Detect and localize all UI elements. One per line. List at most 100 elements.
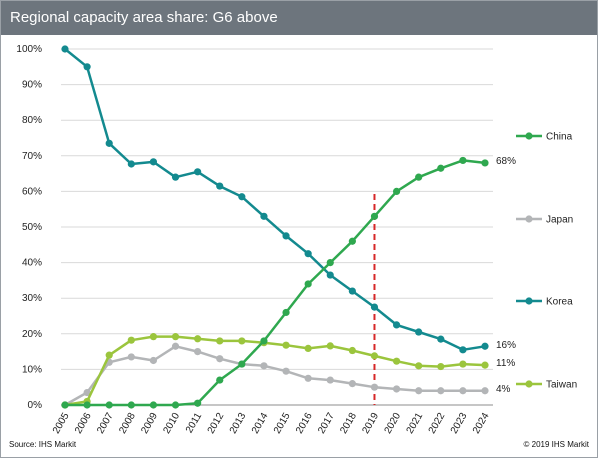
data-point-china	[260, 337, 268, 345]
data-point-taiwan	[348, 346, 356, 355]
data-point-japan	[437, 387, 445, 395]
y-tick-label: 30%	[22, 293, 42, 304]
x-tick-label: 2024	[471, 411, 492, 436]
legend-swatch-marker-korea	[525, 297, 533, 305]
data-point-china	[415, 173, 423, 181]
data-point-china	[326, 259, 334, 267]
y-tick-label: 60%	[22, 186, 42, 197]
data-point-korea	[370, 303, 379, 311]
series-line-japan	[64, 345, 485, 407]
data-point-taiwan	[149, 333, 158, 341]
data-point-taiwan	[171, 333, 180, 341]
data-point-taiwan	[459, 360, 467, 368]
series-line-china	[65, 159, 486, 407]
source-note: Source: IHS Markit	[9, 440, 77, 449]
x-tick-label: 2008	[117, 411, 138, 436]
end-label-china: 68%	[496, 156, 516, 167]
data-point-japan	[481, 387, 489, 395]
x-tick-label: 2018	[338, 411, 359, 436]
data-point-china	[171, 401, 180, 409]
y-tick-label: 10%	[22, 364, 42, 375]
data-point-taiwan	[105, 351, 113, 359]
y-tick-label: 80%	[22, 115, 42, 126]
y-tick-label: 20%	[22, 329, 42, 340]
x-tick-label: 2020	[383, 411, 404, 436]
data-point-korea	[437, 335, 445, 343]
data-point-japan	[282, 367, 290, 375]
chart-title: Regional capacity area share: G6 above	[10, 9, 278, 26]
data-point-japan	[370, 383, 379, 391]
data-point-china	[481, 159, 489, 167]
x-tick-label: 2012	[206, 411, 227, 436]
data-point-china	[437, 164, 445, 172]
y-tick-label: 40%	[22, 258, 42, 269]
data-point-korea	[415, 328, 423, 336]
x-tick-label: 2006	[73, 411, 94, 436]
data-point-taiwan	[282, 341, 290, 349]
end-label-korea: 16%	[496, 340, 516, 351]
legend-label-taiwan: Taiwan	[546, 380, 577, 391]
x-tick-label: 2014	[250, 411, 271, 436]
x-tick-label: 2019	[360, 411, 381, 436]
y-tick-label: 100%	[16, 44, 42, 55]
data-point-china	[149, 401, 158, 409]
data-point-japan	[415, 387, 423, 395]
x-tick-label: 2013	[228, 411, 249, 436]
data-point-korea	[127, 160, 135, 168]
data-point-taiwan	[304, 344, 312, 352]
data-point-korea	[481, 342, 489, 350]
x-tick-label: 2010	[161, 411, 182, 436]
data-point-china	[61, 401, 69, 409]
data-point-japan	[392, 385, 401, 393]
data-point-china	[216, 376, 224, 384]
legend-label-china: China	[546, 132, 573, 143]
data-point-japan	[216, 355, 224, 363]
data-point-taiwan	[415, 362, 423, 370]
y-tick-label: 90%	[22, 80, 42, 91]
data-point-china	[392, 187, 401, 195]
data-point-korea	[260, 212, 268, 220]
legend-swatch-marker-china	[525, 132, 533, 140]
data-point-korea	[348, 287, 356, 295]
series-line-taiwan	[64, 335, 486, 407]
x-tick-label: 2023	[449, 411, 470, 436]
data-point-japan	[348, 380, 356, 388]
data-point-korea	[238, 193, 246, 201]
data-point-korea	[304, 250, 312, 258]
data-point-china	[370, 212, 379, 220]
data-point-taiwan	[370, 352, 379, 360]
x-tick-label: 2022	[427, 411, 448, 436]
data-point-china	[127, 401, 135, 409]
data-point-taiwan	[481, 361, 489, 369]
data-point-china	[348, 237, 356, 245]
data-point-korea	[194, 168, 202, 176]
legend-swatch-marker-taiwan	[525, 380, 533, 388]
data-point-taiwan	[392, 357, 401, 365]
legend-label-korea: Korea	[546, 297, 573, 308]
x-tick-label: 2021	[405, 411, 426, 436]
end-label-taiwan: 11%	[496, 358, 515, 369]
x-tick-label: 2007	[95, 411, 116, 436]
data-point-korea	[61, 45, 69, 53]
data-point-korea	[459, 346, 467, 354]
data-point-china	[282, 308, 290, 317]
data-point-japan	[326, 376, 334, 384]
data-point-taiwan	[326, 342, 334, 350]
data-point-korea	[216, 182, 224, 190]
series-line-korea	[64, 48, 486, 352]
data-point-japan	[194, 348, 202, 356]
data-point-taiwan	[194, 335, 202, 343]
data-point-japan	[459, 387, 467, 395]
x-tick-label: 2017	[316, 411, 337, 436]
data-point-japan	[260, 362, 268, 370]
data-point-china	[105, 401, 113, 409]
data-point-korea	[326, 271, 334, 279]
x-tick-label: 2011	[184, 411, 204, 436]
data-point-korea	[105, 139, 113, 147]
legend-label-japan: Japan	[546, 215, 573, 226]
data-point-japan	[149, 356, 158, 365]
data-point-korea	[282, 232, 290, 240]
data-point-taiwan	[216, 337, 224, 345]
